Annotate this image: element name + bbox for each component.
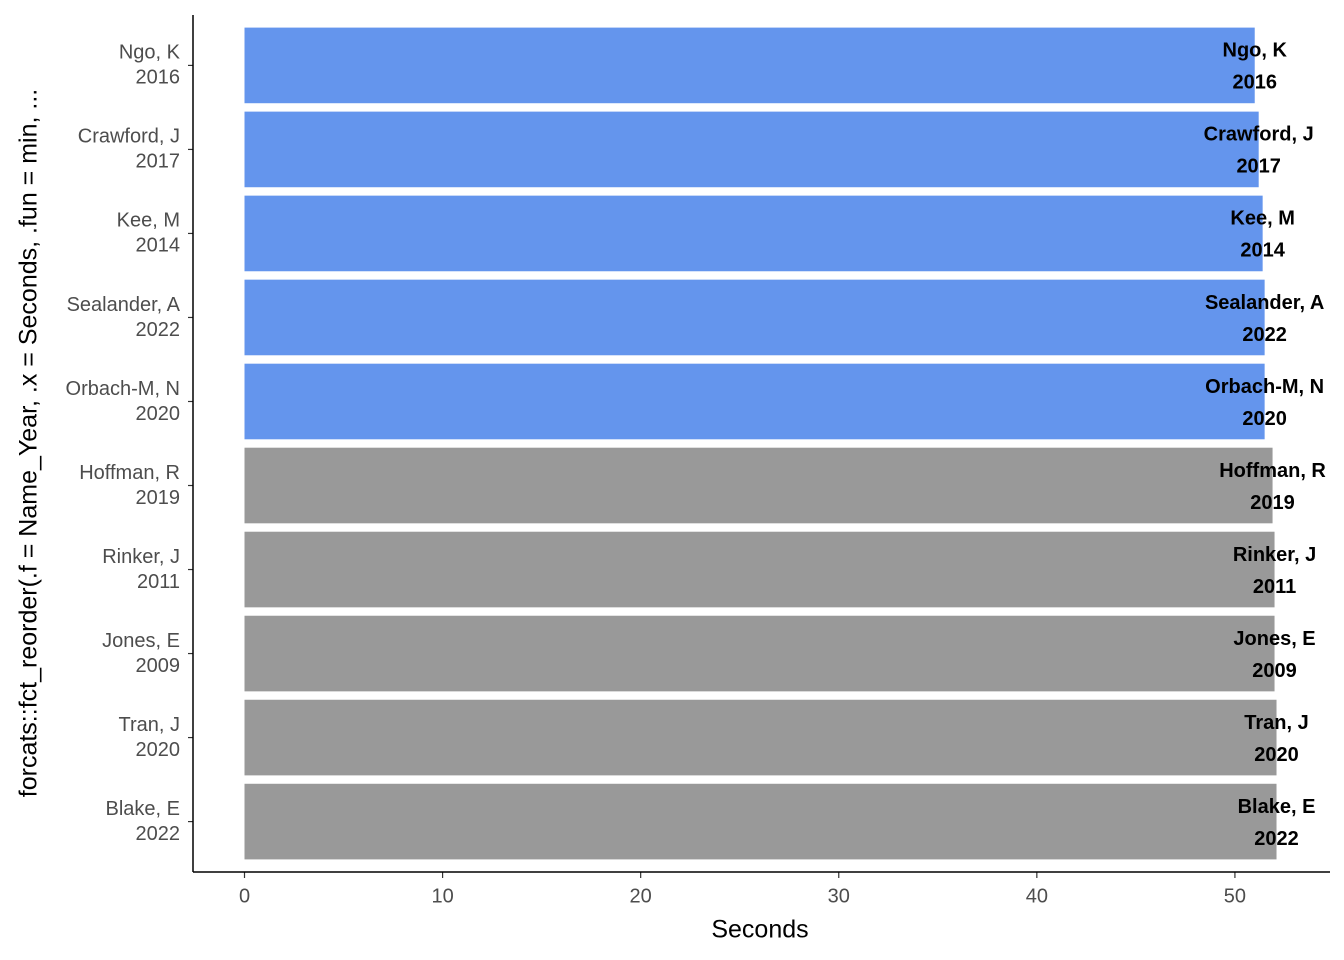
y-tick-label-year: 2019 — [136, 487, 181, 509]
bar — [244, 699, 1277, 776]
x-axis-title: Seconds — [711, 916, 808, 944]
data-label-year: 2009 — [1252, 660, 1297, 682]
bar — [244, 279, 1265, 356]
y-tick-label-year: 2017 — [136, 151, 181, 173]
y-tick-label-year: 2011 — [137, 571, 180, 593]
data-label-name: Orbach-M, N — [1205, 376, 1324, 398]
bar — [244, 195, 1263, 272]
data-label-name: Jones, E — [1233, 628, 1315, 650]
y-tick-label-year: 2016 — [136, 67, 181, 89]
data-label-year: 2022 — [1242, 324, 1287, 346]
data-label-name: Ngo, K — [1223, 40, 1288, 62]
x-tick-label: 10 — [431, 885, 453, 907]
data-label-name: Blake, E — [1238, 796, 1316, 818]
data-label-year: 2016 — [1232, 72, 1277, 94]
bar — [244, 531, 1275, 608]
data-label-year: 2014 — [1240, 240, 1285, 262]
y-tick-label: Sealander, A — [67, 294, 181, 316]
data-label-name: Hoffman, R — [1219, 460, 1326, 482]
bar — [244, 783, 1277, 860]
data-label-year: 2019 — [1250, 492, 1295, 514]
data-label-name: Crawford, J — [1204, 124, 1314, 146]
bar — [244, 27, 1255, 104]
y-tick-label-year: 2020 — [136, 739, 181, 761]
x-tick-label: 20 — [630, 885, 652, 907]
bar — [244, 615, 1275, 692]
data-label-name: Tran, J — [1244, 712, 1308, 734]
y-tick-label: Rinker, J — [102, 546, 180, 568]
x-tick-label: 0 — [239, 885, 250, 907]
y-tick-label-year: 2014 — [136, 235, 181, 257]
y-tick-label: Orbach-M, N — [66, 378, 180, 400]
y-tick-label: Jones, E — [102, 630, 180, 652]
data-label-name: Kee, M — [1230, 208, 1294, 230]
data-label-name: Rinker, J — [1233, 544, 1316, 566]
x-tick-label: 30 — [828, 885, 850, 907]
y-tick-label: Ngo, K — [119, 42, 181, 64]
bar — [244, 447, 1273, 524]
y-tick-label: Blake, E — [106, 798, 180, 820]
data-label-year: 2022 — [1254, 828, 1299, 850]
data-label-year: 2020 — [1242, 408, 1287, 430]
y-axis-title: forcats::fct_reorder(.f = Name_Year, .x … — [15, 89, 43, 797]
data-label-name: Sealander, A — [1205, 292, 1324, 314]
y-tick-label-year: 2020 — [136, 403, 181, 425]
x-tick-label: 50 — [1224, 885, 1246, 907]
y-tick-label-year: 2022 — [136, 823, 181, 845]
y-tick-label: Hoffman, R — [79, 462, 180, 484]
bar — [244, 111, 1259, 188]
data-label-year: 2017 — [1236, 156, 1281, 178]
y-tick-label-year: 2022 — [136, 319, 181, 341]
data-label-year: 2011 — [1253, 576, 1296, 598]
bar — [244, 363, 1265, 440]
y-tick-label: Tran, J — [119, 714, 181, 736]
data-label-year: 2020 — [1254, 744, 1299, 766]
y-tick-label: Kee, M — [117, 210, 180, 232]
y-tick-label-year: 2009 — [136, 655, 181, 677]
y-tick-label: Crawford, J — [78, 126, 180, 148]
x-tick-label: 40 — [1026, 885, 1048, 907]
